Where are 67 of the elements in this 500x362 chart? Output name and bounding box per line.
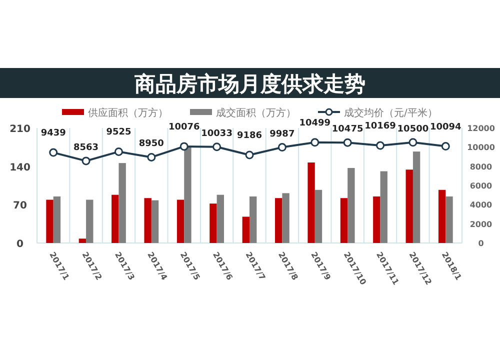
bar (210, 204, 217, 243)
legend-label: 成交面积（万方） (216, 107, 296, 119)
point (49, 148, 58, 157)
data-label: 10500 (397, 124, 429, 134)
bar (250, 196, 257, 243)
y2-tick-label: 2000 (470, 220, 493, 229)
bar (86, 200, 94, 243)
bar (438, 190, 446, 243)
point (82, 156, 90, 166)
bar (144, 198, 152, 243)
bar (46, 200, 54, 243)
data-label: 9987 (270, 129, 295, 140)
point (441, 142, 450, 151)
bar (151, 200, 159, 243)
bar (340, 198, 348, 243)
y2-tick-label: 10000 (467, 143, 496, 152)
point (376, 141, 385, 150)
bar (446, 196, 453, 243)
bar (275, 198, 282, 243)
data-label: 8950 (138, 139, 164, 150)
y2-tick-label: 4000 (470, 200, 493, 210)
bar (308, 162, 315, 243)
bar (412, 152, 420, 243)
bar (118, 163, 126, 243)
y2-tick-label: 8000 (470, 162, 493, 172)
chart-title: 商品房市场月度供求走势 (134, 72, 366, 96)
legend-label: 成交均价（元/平米） (344, 107, 438, 119)
point (180, 142, 188, 151)
y2-tick-label: 12000 (467, 124, 496, 133)
data-label: 10475 (332, 124, 364, 135)
bar (282, 193, 290, 243)
data-label: 10033 (201, 128, 232, 139)
data-label: 10499 (299, 118, 331, 128)
data-label: 10094 (430, 122, 462, 132)
data-label: 9186 (236, 130, 262, 141)
y2-tick-label: 6000 (470, 182, 493, 190)
y2-tick-label: 0 (478, 239, 484, 248)
data-label: 8563 (74, 142, 99, 153)
y-tick-label: 70 (13, 200, 27, 212)
bar (314, 190, 322, 243)
bar (78, 238, 86, 243)
bar (176, 200, 184, 243)
data-label: 10076 (168, 122, 200, 132)
legend-label: 供应面积（万方） (88, 107, 168, 119)
bar (53, 196, 61, 243)
bar (112, 194, 119, 243)
data-label: 9439 (40, 128, 66, 139)
y-tick-label: 210 (10, 124, 30, 135)
point (408, 138, 418, 147)
point (310, 138, 320, 147)
data-label: 9525 (106, 128, 132, 138)
bar (406, 170, 413, 243)
y-tick-label: 0 (16, 239, 24, 250)
bar (348, 168, 355, 243)
point (114, 147, 123, 156)
bar (380, 171, 388, 243)
point (245, 150, 254, 160)
point (278, 143, 286, 152)
data-label: 10169 (364, 122, 396, 132)
point (212, 142, 222, 152)
point (147, 152, 156, 162)
bar (242, 216, 250, 243)
bar (373, 196, 380, 243)
point (343, 138, 352, 147)
y-tick-label: 140 (10, 162, 30, 174)
bar (216, 194, 224, 243)
bar (184, 146, 192, 243)
